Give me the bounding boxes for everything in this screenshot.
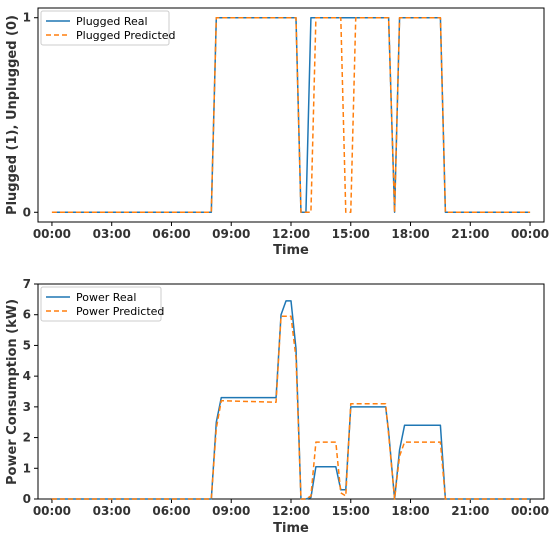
power-chart-panel: 00:00 03:00 06:00 09:00 12:00 15:00 18:00 21:00… — [5, 277, 549, 536]
power-x-tick-label: 03:00 — [93, 504, 131, 518]
plugged-series-plugged-real-line — [51, 16, 531, 214]
legend-plugged-predicted-label: Plugged Predicted — [76, 29, 176, 42]
plugged-x-tick-label: 12:00 — [272, 227, 310, 241]
power-y-tick-label: 3 — [23, 400, 31, 414]
plugged-x-tick-label: 03:00 — [93, 227, 131, 241]
legend-power-real-label: Power Real — [76, 291, 136, 304]
power-x-tick-label: 15:00 — [332, 504, 370, 518]
plugged-x-ticks: 00:00 03:00 06:00 09:00 12:00 15:00 18:00 21:00… — [33, 222, 549, 241]
power-y-tick-label: 6 — [23, 308, 31, 322]
plugged-x-tick-label: 09:00 — [212, 227, 250, 241]
power-y-axis-label: Power Consumption (kW) — [5, 299, 20, 485]
plugged-y-tick-label: 0 — [23, 205, 31, 219]
power-y-tick-label: 0 — [23, 492, 31, 506]
plugged-y-ticks: 01 — [23, 11, 38, 219]
power-y-tick-label: 1 — [23, 461, 31, 475]
plugged-x-tick-label: 06:00 — [152, 227, 190, 241]
plugged-series-plugged-predicted-line — [51, 16, 531, 214]
power-y-tick-label: 4 — [23, 369, 31, 383]
plugged-x-tick-label: 00:00 — [33, 227, 71, 241]
power-x-tick-label: 00:00 — [511, 504, 549, 518]
power-y-tick-label: 7 — [23, 277, 31, 291]
plugged-y-tick-label: 1 — [23, 11, 31, 25]
legend-power-predicted-label: Power Predicted — [76, 305, 164, 318]
plugged-x-tick-label: 21:00 — [451, 227, 489, 241]
power-legend: Power Real Power Predicted — [40, 286, 164, 322]
plugged-y-axis-label: Plugged (1), Unplugged (0) — [5, 15, 20, 215]
power-x-tick-label: 18:00 — [391, 504, 429, 518]
plugged-legend-box — [40, 10, 170, 46]
plugged-x-tick-label: 00:00 — [511, 227, 549, 241]
power-x-tick-label: 06:00 — [152, 504, 190, 518]
plugged-x-axis-label: Time — [273, 243, 309, 258]
power-x-tick-label: 12:00 — [272, 504, 310, 518]
power-x-tick-label: 21:00 — [451, 504, 489, 518]
plugged-chart-panel: 00:00 03:00 06:00 09:00 12:00 15:00 18:00 21:00… — [5, 7, 549, 258]
power-x-tick-label: 00:00 — [33, 504, 71, 518]
power-legend-box — [40, 286, 162, 322]
legend-plugged-real-label: Plugged Real — [76, 15, 148, 28]
power-x-ticks: 00:00 03:00 06:00 09:00 12:00 15:00 18:00 21:00… — [33, 499, 549, 518]
power-y-tick-label: 5 — [23, 338, 31, 352]
power-series-power-predicted-line — [51, 315, 531, 500]
power-series — [51, 300, 531, 500]
power-x-tick-label: 09:00 — [212, 504, 250, 518]
power-x-axis-label: Time — [273, 521, 309, 536]
plugged-x-tick-label: 18:00 — [391, 227, 429, 241]
power-y-ticks: 0 1 2 3 4 5 6 7 — [23, 277, 38, 506]
power-y-tick-label: 2 — [23, 431, 31, 445]
plugged-legend: Plugged Real Plugged Predicted — [40, 10, 176, 46]
plugged-x-tick-label: 15:00 — [332, 227, 370, 241]
plugged-series — [51, 16, 531, 214]
power-series-power-real-line — [51, 300, 531, 500]
